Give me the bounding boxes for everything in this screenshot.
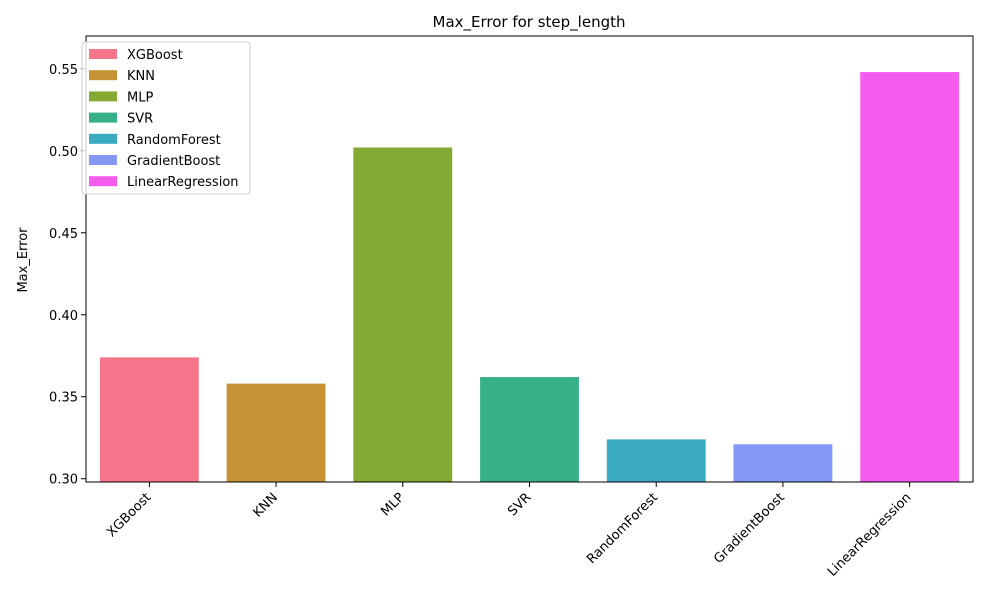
legend-swatch — [89, 176, 117, 187]
bars-group — [99, 72, 960, 482]
plot-area-frame — [85, 35, 974, 483]
x-tick-label: KNN — [251, 490, 281, 520]
legend-swatch — [89, 49, 117, 59]
legend-swatch — [89, 91, 117, 102]
x-tick-label: LinearRegression — [825, 490, 914, 579]
x-axis-ticks: XGBoost KNN MLP SVR RandomForest GradientBoos… — [104, 482, 914, 580]
x-tick-label: SVR — [505, 490, 534, 519]
bar-randomforest — [606, 439, 706, 482]
legend-label: MLP — [127, 90, 153, 105]
y-tick-label: 0.40 — [49, 309, 78, 324]
bar-linearregression — [860, 72, 960, 482]
y-tick-label: 0.30 — [49, 473, 78, 488]
legend: XGBoost KNN MLP SVR RandomForest GradientBoos… — [81, 41, 251, 195]
legend-swatch — [89, 133, 117, 144]
x-tick-label: GradientBoost — [711, 490, 788, 567]
legend-swatch — [89, 112, 117, 123]
legend-label: KNN — [127, 69, 155, 84]
y-tick-label: 0.55 — [49, 63, 78, 78]
legend-label: XGBoost — [127, 48, 183, 63]
legend-label: LinearRegression — [127, 175, 239, 190]
x-tick-label: XGBoost — [104, 490, 154, 540]
chart-title: Max_Error for step_length — [433, 13, 626, 32]
legend-box — [81, 41, 251, 195]
x-tick-label: RandomForest — [584, 490, 661, 567]
legend-swatch — [89, 70, 117, 81]
y-axis-label: Max_Error — [16, 227, 31, 293]
bar-gradientboost — [733, 444, 833, 482]
bar-xgboost — [99, 357, 199, 482]
bar-mlp — [353, 147, 453, 482]
legend-label: SVR — [127, 112, 153, 127]
legend-label: GradientBoost — [127, 154, 220, 169]
y-tick-label: 0.50 — [49, 145, 78, 160]
bar-knn — [226, 383, 326, 482]
x-tick-label: MLP — [378, 490, 407, 519]
bar-svr — [480, 377, 579, 482]
y-tick-label: 0.45 — [49, 227, 78, 242]
y-axis-ticks: 0.30 0.35 0.40 0.45 0.50 0.55 — [49, 63, 86, 488]
legend-label: RandomForest — [127, 133, 221, 148]
y-tick-label: 0.35 — [49, 391, 78, 406]
legend-swatch — [89, 155, 117, 165]
